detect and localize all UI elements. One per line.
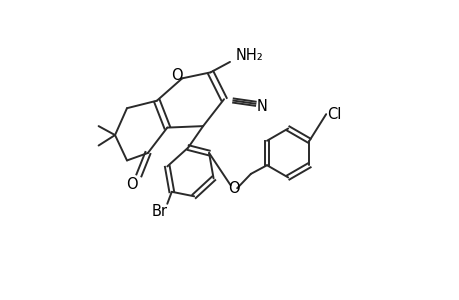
Text: O: O	[171, 68, 183, 83]
Text: N: N	[256, 99, 267, 114]
Text: NH₂: NH₂	[235, 48, 263, 63]
Text: O: O	[125, 177, 137, 192]
Text: O: O	[227, 181, 239, 196]
Text: Cl: Cl	[327, 107, 341, 122]
Text: Br: Br	[151, 204, 168, 219]
